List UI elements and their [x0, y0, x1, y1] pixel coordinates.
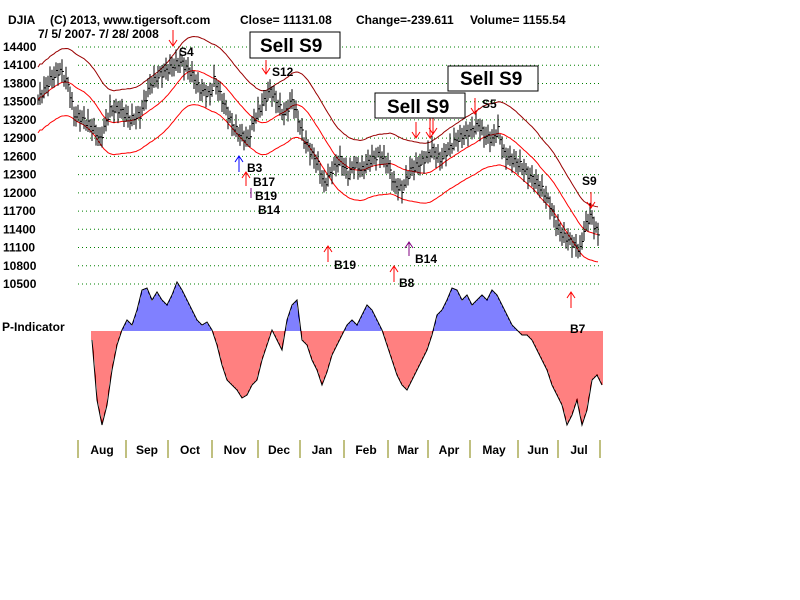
svg-text:S9: S9 — [582, 174, 597, 188]
copyright: (C) 2013, www.tigersoft.com — [50, 13, 210, 27]
signal-s9: S9 — [582, 174, 597, 209]
signal-b14: B14 — [404, 241, 437, 266]
sell-s9-box-2: Sell S9 — [374, 92, 466, 119]
close-value: Close= 11131.08 — [240, 13, 332, 27]
svg-text:B3: B3 — [247, 161, 263, 175]
signal-b14-small: B14 — [258, 203, 280, 217]
signal-b19: B19 — [323, 245, 356, 272]
signal-b8: B8 — [389, 265, 415, 290]
signals: S4 S12 Sell S9 B3 B17 B19 B14 B19 B8 B14… — [168, 30, 597, 336]
price-tick-label: 11700 — [3, 204, 36, 218]
symbol: DJIA — [8, 13, 36, 27]
price-tick-label: 11100 — [3, 241, 35, 255]
month-label: Dec — [268, 443, 290, 457]
month-axis: Aug Sep Oct Nov Dec Jan Feb Mar Apr May Jun Jul — [77, 440, 601, 458]
month-label: Jul — [570, 443, 587, 457]
signal-b7: B7 — [566, 291, 586, 336]
sell-s9-box-1: Sell S9 — [249, 31, 341, 59]
svg-text:S5: S5 — [482, 97, 497, 111]
upper-band — [37, 35, 599, 208]
price-tick-label: 11400 — [3, 222, 36, 236]
svg-text:Sell S9: Sell S9 — [260, 36, 322, 57]
month-label: Nov — [224, 443, 247, 457]
price-tick-label: 10500 — [3, 277, 37, 291]
price-tick-label: 12300 — [3, 168, 37, 182]
month-label: Jan — [312, 443, 333, 457]
moving-average — [37, 70, 599, 235]
signal-b3: B3 — [234, 155, 263, 175]
month-label: Oct — [180, 443, 200, 457]
volume-value: Volume= 1155.54 — [470, 13, 566, 27]
price-bars — [37, 49, 600, 259]
signal-b17: B17 — [241, 171, 275, 189]
svg-text:B7: B7 — [570, 322, 586, 336]
svg-text:B19: B19 — [255, 189, 277, 203]
svg-text:Sell S9: Sell S9 — [387, 97, 449, 118]
price-tick-label: 13200 — [3, 113, 37, 127]
price-tick-label: 13800 — [3, 76, 37, 90]
svg-text:B8: B8 — [399, 276, 415, 290]
signal-s12: S12 — [261, 60, 294, 79]
price-tick-label: 10800 — [3, 259, 37, 273]
signal-b19-small: B19 — [250, 188, 277, 203]
price-tick-label: 12600 — [3, 149, 37, 163]
month-label: May — [482, 443, 506, 457]
svg-text:B19: B19 — [334, 258, 356, 272]
header: DJIA (C) 2013, www.tigersoft.com Close= … — [8, 13, 566, 41]
svg-text:S12: S12 — [272, 65, 294, 79]
month-label: Sep — [136, 443, 158, 457]
svg-text:B14: B14 — [258, 203, 280, 217]
price-tick-label: 13500 — [3, 95, 37, 109]
svg-text:S4: S4 — [179, 45, 194, 59]
month-label: Aug — [90, 443, 113, 457]
price-axis: 14400 14100 13800 13500 13200 12900 12600 12300… — [3, 40, 37, 291]
price-tick-label: 14400 — [3, 40, 37, 54]
price-tick-label: 12000 — [3, 186, 37, 200]
signal-s5: S5 — [470, 97, 497, 115]
svg-text:B14: B14 — [415, 252, 437, 266]
p-indicator — [91, 280, 603, 427]
month-label: Jun — [527, 443, 548, 457]
month-label: Apr — [439, 443, 460, 457]
month-label: Feb — [355, 443, 376, 457]
p-indicator-label: P-Indicator — [2, 320, 65, 334]
change-value: Change=-239.611 — [356, 13, 454, 27]
date-range: 7/ 5/ 2007- 7/ 28/ 2008 — [38, 27, 159, 41]
month-label: Mar — [397, 443, 419, 457]
price-tick-label: 12900 — [3, 131, 37, 145]
sell-s9-box-3: Sell S9 — [447, 65, 539, 92]
signal-s9-arrows — [411, 118, 438, 139]
p-indicator-line — [91, 280, 603, 427]
signal-s4: S4 — [168, 30, 194, 59]
price-tick-label: 14100 — [3, 58, 37, 72]
svg-text:Sell S9: Sell S9 — [460, 69, 522, 90]
svg-text:B17: B17 — [253, 175, 275, 189]
